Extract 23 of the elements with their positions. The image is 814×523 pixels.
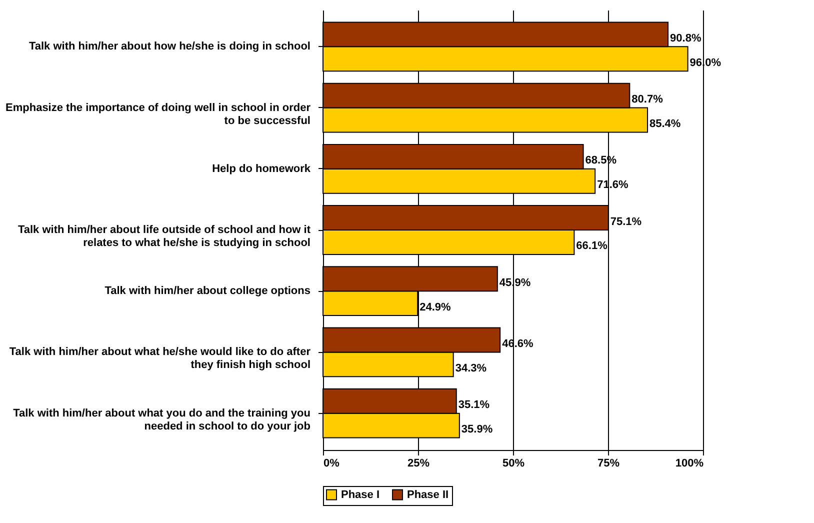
y-tick-label: Talk with him/her about what he/she would like to do after they finish high school xyxy=(9,346,312,372)
data-label: 90.8% xyxy=(670,32,702,44)
data-label: 80.7% xyxy=(632,94,664,106)
data-label: 24.9% xyxy=(420,301,452,314)
data-label: 35.9% xyxy=(461,424,493,436)
x-tick-label: 25% xyxy=(407,458,430,470)
y-tick-label: Talk with him/her about life outside of school and how it relates to what he/she is studying in school xyxy=(18,224,311,249)
x-tick-label: 0% xyxy=(324,458,340,470)
legend-label: Phase I xyxy=(341,488,380,501)
y-tick-label: Talk with him/her about college options xyxy=(104,285,310,298)
x-tick-label: 75% xyxy=(597,458,620,470)
y-tick-label: Talk with him/her about how he/she is doing in school xyxy=(28,40,310,53)
data-label: 85.4% xyxy=(650,118,681,130)
data-label: 34.3% xyxy=(455,362,487,374)
y-tick-label: Talk with him/her about what you do and the training you needed in school to do your job xyxy=(13,407,311,432)
x-tick-label: 50% xyxy=(502,458,525,470)
y-tick-label: Help do homework xyxy=(212,162,312,175)
data-label: 66.1% xyxy=(576,240,608,252)
x-tick-label: 100% xyxy=(675,458,704,470)
data-label: 35.1% xyxy=(458,399,490,412)
data-label: 75.1% xyxy=(610,216,642,228)
y-tick-label: Emphasize the importance of doing well in school in order to be successful xyxy=(6,102,312,127)
legend-label: Phase II xyxy=(407,488,449,501)
